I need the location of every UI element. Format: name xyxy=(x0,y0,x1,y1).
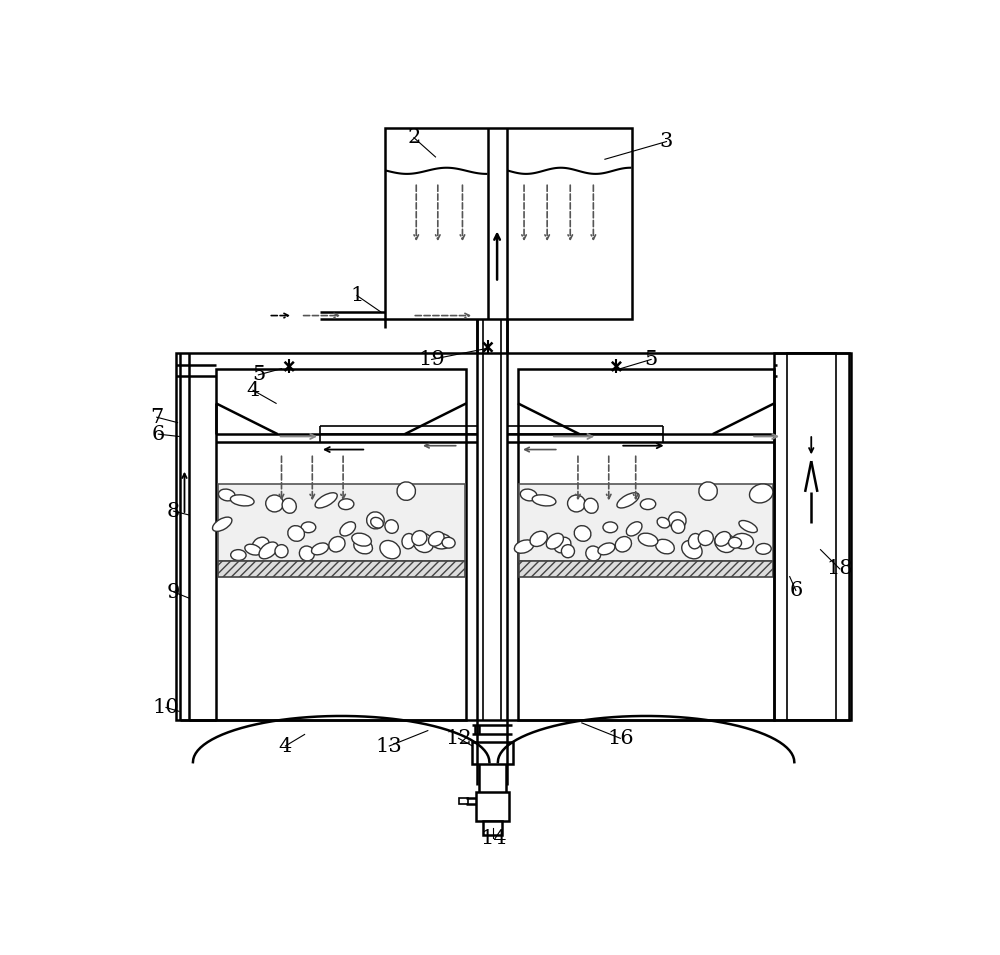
Ellipse shape xyxy=(338,499,354,510)
Ellipse shape xyxy=(682,541,702,559)
Ellipse shape xyxy=(615,537,631,552)
Ellipse shape xyxy=(430,534,452,549)
Ellipse shape xyxy=(397,482,415,500)
Text: 13: 13 xyxy=(376,736,403,755)
Ellipse shape xyxy=(568,495,585,512)
Bar xyxy=(519,562,773,577)
Ellipse shape xyxy=(301,522,316,533)
Text: 12: 12 xyxy=(445,729,472,748)
Text: 3: 3 xyxy=(660,132,673,151)
Bar xyxy=(385,129,632,319)
Ellipse shape xyxy=(586,546,601,561)
Ellipse shape xyxy=(428,532,444,546)
Bar xyxy=(774,353,849,720)
Ellipse shape xyxy=(402,534,415,549)
Ellipse shape xyxy=(561,544,574,558)
Text: 9: 9 xyxy=(167,583,180,602)
Text: 10: 10 xyxy=(153,698,179,717)
Ellipse shape xyxy=(315,493,337,508)
Ellipse shape xyxy=(385,520,398,533)
Ellipse shape xyxy=(554,538,571,553)
Bar xyxy=(472,742,513,764)
Ellipse shape xyxy=(442,538,455,548)
Text: 6: 6 xyxy=(152,425,165,444)
Ellipse shape xyxy=(668,512,686,529)
Ellipse shape xyxy=(299,546,314,561)
Ellipse shape xyxy=(638,533,658,546)
Ellipse shape xyxy=(354,540,372,554)
Ellipse shape xyxy=(340,521,356,536)
Ellipse shape xyxy=(530,531,547,546)
Ellipse shape xyxy=(732,534,753,549)
Ellipse shape xyxy=(617,493,639,508)
Bar xyxy=(476,793,509,821)
Ellipse shape xyxy=(312,543,328,555)
Ellipse shape xyxy=(729,538,742,548)
Ellipse shape xyxy=(603,522,618,533)
Bar xyxy=(459,798,468,804)
Ellipse shape xyxy=(514,540,534,553)
Ellipse shape xyxy=(212,517,232,531)
Ellipse shape xyxy=(756,543,771,554)
Ellipse shape xyxy=(699,482,717,500)
Text: 6: 6 xyxy=(789,581,802,600)
Ellipse shape xyxy=(329,537,345,552)
Ellipse shape xyxy=(282,499,296,513)
Text: 7: 7 xyxy=(150,408,163,427)
Ellipse shape xyxy=(413,533,433,553)
Bar xyxy=(176,353,851,720)
Ellipse shape xyxy=(275,544,288,558)
Text: 4: 4 xyxy=(279,736,292,755)
Text: 4: 4 xyxy=(246,381,260,400)
Text: 1: 1 xyxy=(350,286,364,305)
Ellipse shape xyxy=(626,521,642,536)
Ellipse shape xyxy=(218,489,235,500)
Ellipse shape xyxy=(688,534,702,549)
Text: 14: 14 xyxy=(480,829,507,848)
Bar xyxy=(518,369,774,720)
Bar xyxy=(218,484,465,562)
Text: 2: 2 xyxy=(407,128,421,147)
Ellipse shape xyxy=(749,484,773,503)
Bar xyxy=(519,484,773,562)
Bar xyxy=(216,369,466,720)
Ellipse shape xyxy=(739,520,757,533)
Ellipse shape xyxy=(715,532,731,546)
Ellipse shape xyxy=(657,518,670,528)
Ellipse shape xyxy=(698,531,713,545)
Ellipse shape xyxy=(245,544,261,555)
Ellipse shape xyxy=(656,540,674,554)
Text: 16: 16 xyxy=(607,729,634,748)
Ellipse shape xyxy=(367,512,384,529)
Text: 19: 19 xyxy=(418,350,445,369)
Ellipse shape xyxy=(671,520,685,533)
Ellipse shape xyxy=(230,495,254,506)
Ellipse shape xyxy=(546,533,563,549)
Ellipse shape xyxy=(259,542,278,559)
Ellipse shape xyxy=(520,489,537,500)
Ellipse shape xyxy=(715,533,735,553)
Ellipse shape xyxy=(288,525,304,541)
Bar xyxy=(787,353,836,720)
Ellipse shape xyxy=(252,538,269,553)
Text: 5: 5 xyxy=(252,366,265,384)
Text: 18: 18 xyxy=(826,560,853,579)
Text: 8: 8 xyxy=(167,501,180,520)
Ellipse shape xyxy=(574,525,591,541)
Ellipse shape xyxy=(532,495,556,506)
Ellipse shape xyxy=(231,550,246,561)
Ellipse shape xyxy=(584,499,598,513)
Ellipse shape xyxy=(266,495,283,512)
Bar xyxy=(483,821,502,836)
Bar xyxy=(218,562,465,577)
Ellipse shape xyxy=(371,518,383,528)
Ellipse shape xyxy=(352,533,371,546)
Text: 5: 5 xyxy=(644,350,658,369)
Ellipse shape xyxy=(598,543,615,555)
Ellipse shape xyxy=(380,541,400,559)
Ellipse shape xyxy=(412,531,427,545)
Ellipse shape xyxy=(640,499,656,510)
